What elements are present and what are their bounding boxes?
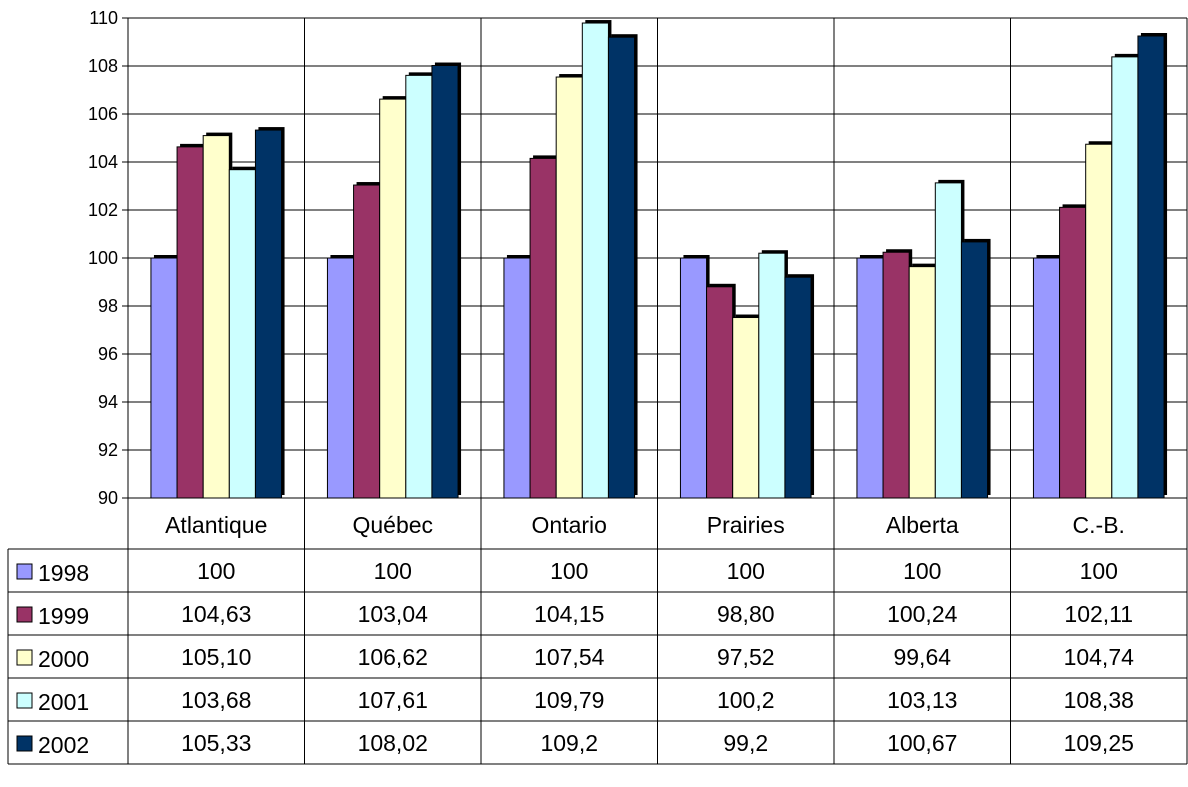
category-label: C.-B. (1073, 512, 1125, 538)
bar-2001-1 (405, 74, 433, 499)
table-cell: 108,02 (358, 730, 428, 756)
bar-1998-3 (679, 257, 708, 499)
legend-swatch-2001 (16, 692, 33, 709)
table-cell: 103,13 (887, 687, 957, 713)
table-cell: 100,2 (717, 687, 775, 713)
legend-label: 1999 (38, 603, 89, 629)
table-cell: 106,62 (358, 644, 428, 670)
category-label: Québec (352, 512, 433, 538)
y-tick-label: 96 (98, 344, 118, 364)
bar-2001-0 (228, 169, 256, 499)
bar-2002-2 (607, 36, 636, 499)
bar-2002-4 (960, 241, 989, 499)
table-cell: 109,2 (540, 730, 598, 756)
bar-2002-5 (1137, 35, 1165, 499)
table-cell: 104,74 (1064, 644, 1135, 670)
bar-1999-1 (353, 184, 381, 499)
category-label: Alberta (886, 512, 959, 538)
y-tick-label: 100 (88, 248, 118, 268)
table-cell: 100 (197, 558, 235, 584)
table-cell: 99,64 (893, 644, 951, 670)
bar-1999-3 (706, 286, 734, 499)
legend-swatch-2002 (16, 735, 33, 752)
category-label: Ontario (532, 512, 607, 538)
y-tick-label: 108 (88, 56, 118, 76)
table-cell: 109,25 (1064, 730, 1134, 756)
table-cell: 99,2 (723, 730, 768, 756)
y-tick-label: 106 (88, 104, 118, 124)
table-cell: 108,38 (1064, 687, 1134, 713)
bar-2002-0 (254, 129, 283, 499)
bar-2000-4 (908, 266, 936, 499)
bar-2000-1 (379, 98, 407, 499)
legend-swatch-2000 (16, 649, 33, 666)
bar-1998-4 (856, 257, 884, 499)
table-cell: 104,63 (181, 601, 251, 627)
category-label: Prairies (707, 512, 785, 538)
bar-2001-3 (758, 252, 786, 499)
bar-1999-4 (882, 251, 910, 499)
bar-2000-5 (1085, 143, 1113, 499)
table-cell: 100 (374, 558, 412, 584)
table-cell: 100,24 (887, 601, 958, 627)
bar-2001-4 (934, 182, 962, 499)
table-cell: 100 (1080, 558, 1118, 584)
table-cell: 100,67 (887, 730, 957, 756)
table-cell: 103,68 (181, 687, 251, 713)
legend-swatch-1998 (16, 563, 33, 580)
category-label: Atlantique (165, 512, 267, 538)
table-cell: 104,15 (534, 601, 604, 627)
bar-1998-2 (503, 257, 531, 499)
y-tick-label: 104 (88, 152, 118, 172)
legend-label: 2000 (38, 646, 89, 672)
legend-label: 2002 (38, 732, 89, 758)
bar-2002-3 (784, 276, 812, 499)
y-tick-label: 98 (98, 296, 118, 316)
table-cell: 100 (903, 558, 941, 584)
bar-2002-1 (431, 65, 459, 499)
legend-label: 2001 (38, 689, 89, 715)
table-cell: 107,54 (534, 644, 605, 670)
bar-2000-3 (732, 317, 760, 499)
table-cell: 97,52 (717, 644, 775, 670)
bar-2001-2 (581, 22, 609, 499)
bar-1998-1 (326, 257, 355, 499)
table-cell: 105,10 (181, 644, 251, 670)
table-cell: 103,04 (358, 601, 429, 627)
bar-1999-2 (529, 157, 557, 499)
legend-label: 1998 (38, 560, 89, 586)
legend-swatch-1999 (16, 606, 33, 623)
table-cell: 100 (550, 558, 588, 584)
bar-1999-0 (176, 146, 204, 499)
bar-1998-5 (1032, 257, 1061, 499)
bar-2000-0 (202, 135, 230, 499)
y-tick-label: 102 (88, 200, 118, 220)
bar-1998-0 (150, 257, 178, 499)
table-cell: 107,61 (358, 687, 428, 713)
y-tick-label: 92 (98, 440, 118, 460)
table-cell: 109,79 (534, 687, 604, 713)
bar-2000-2 (555, 76, 583, 499)
table-cell: 102,11 (1064, 601, 1133, 627)
table-cell: 105,33 (181, 730, 251, 756)
table-cell: 98,80 (717, 601, 775, 627)
y-tick-label: 90 (98, 488, 118, 508)
y-tick-label: 94 (98, 392, 118, 412)
bar-2001-5 (1111, 56, 1139, 499)
table-cell: 100 (727, 558, 765, 584)
bar-1999-5 (1059, 206, 1087, 499)
y-tick-label: 110 (89, 8, 118, 28)
